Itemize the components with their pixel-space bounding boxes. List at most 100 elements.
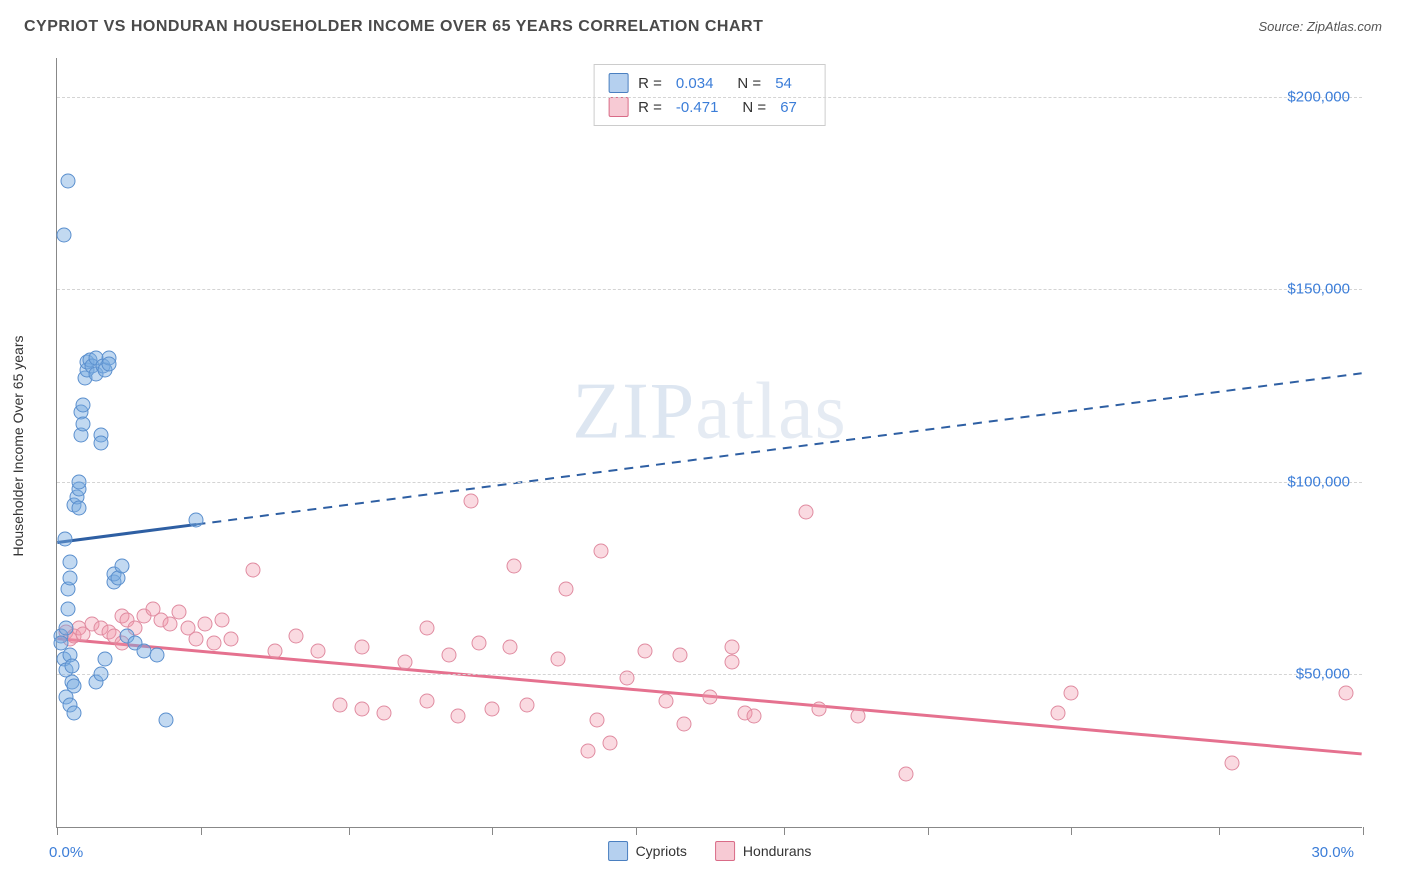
scatter-point-honduran <box>245 563 260 578</box>
scatter-point-cypriot <box>189 513 204 528</box>
scatter-point-honduran <box>724 655 739 670</box>
scatter-point-honduran <box>851 709 866 724</box>
scatter-point-honduran <box>420 620 435 635</box>
scatter-point-honduran <box>1225 755 1240 770</box>
series-legend-label: Hondurans <box>743 843 812 859</box>
scatter-point-cypriot <box>102 357 117 372</box>
scatter-point-honduran <box>311 643 326 658</box>
n-label: N = <box>742 99 766 116</box>
n-value: 67 <box>780 99 797 116</box>
scatter-point-honduran <box>376 705 391 720</box>
scatter-point-cypriot <box>150 647 165 662</box>
r-value: 0.034 <box>676 75 714 92</box>
scatter-point-honduran <box>637 643 652 658</box>
scatter-point-cypriot <box>63 570 78 585</box>
scatter-point-honduran <box>354 701 369 716</box>
watermark-zip: ZIP <box>572 367 695 455</box>
scatter-point-honduran <box>672 647 687 662</box>
scatter-point-honduran <box>1338 686 1353 701</box>
correlation-legend: R = 0.034 N = 54 R = -0.471 N = 67 <box>593 64 826 126</box>
scatter-point-honduran <box>441 647 456 662</box>
scatter-point-honduran <box>332 697 347 712</box>
x-axis-max-label: 30.0% <box>1311 844 1354 861</box>
scatter-point-honduran <box>724 640 739 655</box>
scatter-point-honduran <box>811 701 826 716</box>
x-tick-mark <box>1363 827 1364 835</box>
scatter-point-honduran <box>703 690 718 705</box>
x-tick-mark <box>636 827 637 835</box>
scatter-point-cypriot <box>76 397 91 412</box>
scatter-point-honduran <box>602 736 617 751</box>
scatter-point-honduran <box>206 636 221 651</box>
scatter-point-honduran <box>267 643 282 658</box>
scatter-point-honduran <box>171 605 186 620</box>
scatter-point-honduran <box>898 767 913 782</box>
series-legend: Cypriots Hondurans <box>608 841 812 861</box>
scatter-point-cypriot <box>93 667 108 682</box>
x-tick-mark <box>201 827 202 835</box>
r-label: R = <box>638 75 662 92</box>
scatter-point-honduran <box>594 543 609 558</box>
correlation-legend-row-honduran: R = -0.471 N = 67 <box>608 95 811 119</box>
trend-lines-svg <box>57 58 1362 827</box>
series-legend-label: Cypriots <box>636 843 687 859</box>
scatter-point-honduran <box>398 655 413 670</box>
x-tick-mark <box>1219 827 1220 835</box>
y-tick-label: $150,000 <box>1287 281 1350 298</box>
gridline <box>57 482 1362 483</box>
y-tick-label: $200,000 <box>1287 88 1350 105</box>
n-label: N = <box>737 75 761 92</box>
scatter-point-honduran <box>507 559 522 574</box>
scatter-point-cypriot <box>58 620 73 635</box>
scatter-point-cypriot <box>71 474 86 489</box>
chart-title: CYPRIOT VS HONDURAN HOUSEHOLDER INCOME O… <box>24 18 763 36</box>
scatter-point-honduran <box>189 632 204 647</box>
x-axis-min-label: 0.0% <box>49 844 83 861</box>
swatch-honduran-icon <box>715 841 735 861</box>
trend-line <box>196 373 1361 524</box>
correlation-legend-row-cypriot: R = 0.034 N = 54 <box>608 71 811 95</box>
series-legend-item-honduran: Hondurans <box>715 841 812 861</box>
source-attribution: Source: ZipAtlas.com <box>1258 19 1382 34</box>
y-tick-label: $100,000 <box>1287 473 1350 490</box>
scatter-point-honduran <box>589 713 604 728</box>
r-value: -0.471 <box>676 99 719 116</box>
scatter-point-cypriot <box>60 601 75 616</box>
scatter-point-cypriot <box>63 555 78 570</box>
source-prefix: Source: <box>1258 19 1306 34</box>
scatter-point-honduran <box>485 701 500 716</box>
scatter-point-honduran <box>463 493 478 508</box>
scatter-point-cypriot <box>67 705 82 720</box>
scatter-point-cypriot <box>57 532 72 547</box>
scatter-point-honduran <box>224 632 239 647</box>
scatter-point-honduran <box>472 636 487 651</box>
x-tick-mark <box>349 827 350 835</box>
swatch-cypriot-icon <box>608 841 628 861</box>
scatter-point-cypriot <box>93 436 108 451</box>
gridline <box>57 289 1362 290</box>
y-axis-title: Householder Income Over 65 years <box>10 336 26 557</box>
x-tick-mark <box>928 827 929 835</box>
scatter-point-honduran <box>289 628 304 643</box>
scatter-point-cypriot <box>97 651 112 666</box>
scatter-point-honduran <box>215 613 230 628</box>
gridline <box>57 674 1362 675</box>
scatter-point-honduran <box>420 693 435 708</box>
scatter-point-honduran <box>198 616 213 631</box>
n-value: 54 <box>775 75 792 92</box>
watermark-atlas: atlas <box>695 367 847 455</box>
x-tick-mark <box>492 827 493 835</box>
scatter-point-cypriot <box>76 416 91 431</box>
scatter-point-cypriot <box>60 174 75 189</box>
scatter-point-honduran <box>746 709 761 724</box>
scatter-point-cypriot <box>65 659 80 674</box>
scatter-point-honduran <box>559 582 574 597</box>
scatter-point-honduran <box>1064 686 1079 701</box>
scatter-point-honduran <box>676 717 691 732</box>
scatter-point-honduran <box>620 670 635 685</box>
swatch-honduran-icon <box>608 97 628 117</box>
source-name: ZipAtlas.com <box>1307 19 1382 34</box>
scatter-point-honduran <box>520 697 535 712</box>
scatter-point-honduran <box>581 744 596 759</box>
watermark: ZIPatlas <box>572 366 847 457</box>
